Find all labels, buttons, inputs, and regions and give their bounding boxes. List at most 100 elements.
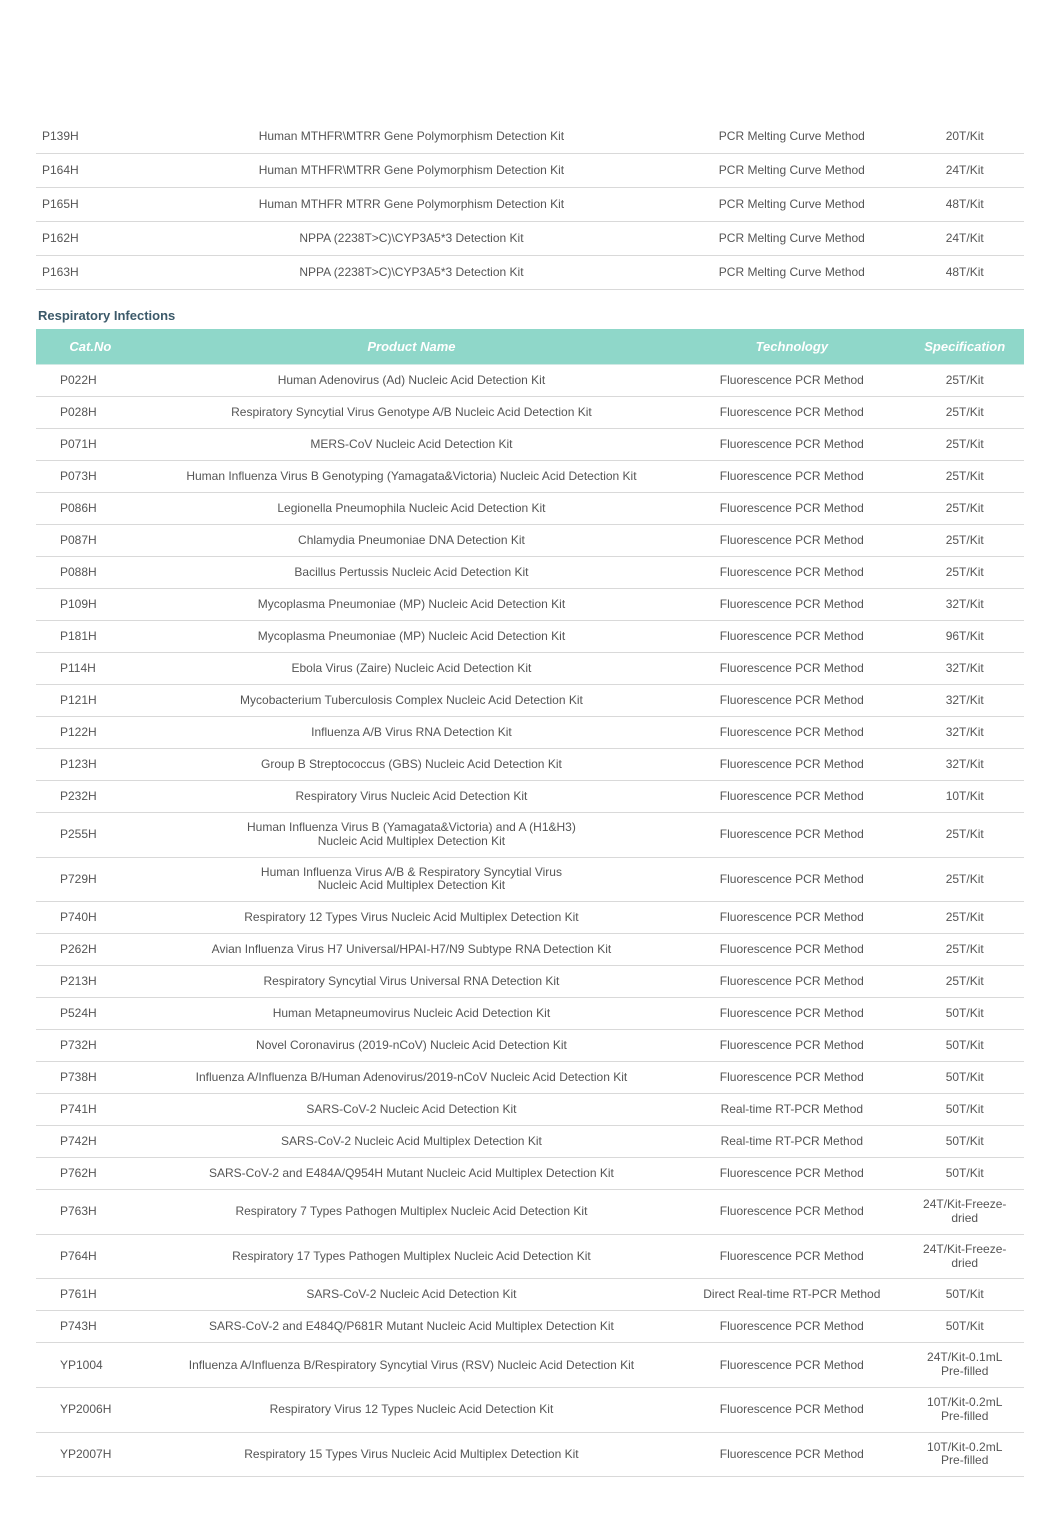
table-cell: Group B Streptococcus (GBS) Nucleic Acid… [145,749,679,781]
table-cell: P740H [36,902,145,934]
table-row: P164HHuman MTHFR\MTRR Gene Polymorphism … [36,154,1024,188]
table-cell: P028H [36,397,145,429]
table-cell: Fluorescence PCR Method [678,1234,905,1279]
table-cell: Human MTHFR MTRR Gene Polymorphism Detec… [145,188,679,222]
table-row: P764HRespiratory 17 Types Pathogen Multi… [36,1234,1024,1279]
table-cell: Fluorescence PCR Method [678,717,905,749]
table-cell: Fluorescence PCR Method [678,998,905,1030]
table-cell: 24T/Kit-Freeze-dried [905,1190,1024,1235]
table-cell: Respiratory 7 Types Pathogen Multiplex N… [145,1190,679,1235]
table-cell: 25T/Kit [905,461,1024,493]
table-cell: SARS-CoV-2 and E484Q/P681R Mutant Nuclei… [145,1311,679,1343]
table-cell: Fluorescence PCR Method [678,1343,905,1388]
table-cell: 25T/Kit [905,857,1024,902]
table-row: P022HHuman Adenovirus (Ad) Nucleic Acid … [36,365,1024,397]
table-cell: Respiratory 15 Types Virus Nucleic Acid … [145,1432,679,1477]
table-cell: Fluorescence PCR Method [678,749,905,781]
top-table-body: P139HHuman MTHFR\MTRR Gene Polymorphism … [36,120,1024,290]
table-cell: YP2007H [36,1432,145,1477]
table-cell: 50T/Kit [905,1030,1024,1062]
table-cell: PCR Melting Curve Method [678,154,905,188]
table-cell: P122H [36,717,145,749]
table-row: P743HSARS-CoV-2 and E484Q/P681R Mutant N… [36,1311,1024,1343]
table-cell: 25T/Kit [905,557,1024,589]
table-cell: Mycobacterium Tuberculosis Complex Nucle… [145,685,679,717]
table-cell: Fluorescence PCR Method [678,1190,905,1235]
respiratory-table-body: P022HHuman Adenovirus (Ad) Nucleic Acid … [36,365,1024,1477]
section-title-respiratory: Respiratory Infections [38,308,1024,323]
table-cell: 96T/Kit [905,621,1024,653]
col-header-technology: Technology [678,329,905,365]
table-cell: Fluorescence PCR Method [678,813,905,858]
table-cell: 25T/Kit [905,934,1024,966]
table-cell: P763H [36,1190,145,1235]
table-cell: Human MTHFR\MTRR Gene Polymorphism Detec… [145,120,679,154]
table-cell: Respiratory Syncytial Virus Genotype A/B… [145,397,679,429]
table-cell: P762H [36,1158,145,1190]
table-cell: 32T/Kit [905,717,1024,749]
table-row: P761HSARS-CoV-2 Nucleic Acid Detection K… [36,1279,1024,1311]
table-cell: 25T/Kit [905,902,1024,934]
col-header-specification: Specification [905,329,1024,365]
table-cell: P255H [36,813,145,858]
table-cell: 50T/Kit [905,1094,1024,1126]
table-row: P122HInfluenza A/B Virus RNA Detection K… [36,717,1024,749]
page-container: P139HHuman MTHFR\MTRR Gene Polymorphism … [36,120,1024,1477]
table-cell: PCR Melting Curve Method [678,188,905,222]
table-cell: P121H [36,685,145,717]
table-cell: SARS-CoV-2 Nucleic Acid Detection Kit [145,1094,679,1126]
table-row: P742HSARS-CoV-2 Nucleic Acid Multiplex D… [36,1126,1024,1158]
table-cell: Human MTHFR\MTRR Gene Polymorphism Detec… [145,154,679,188]
table-cell: Chlamydia Pneumoniae DNA Detection Kit [145,525,679,557]
table-cell: Respiratory Virus 12 Types Nucleic Acid … [145,1387,679,1432]
table-row: P729HHuman Influenza Virus A/B & Respira… [36,857,1024,902]
table-row: P088HBacillus Pertussis Nucleic Acid Det… [36,557,1024,589]
respiratory-table-head: Cat.No Product Name Technology Specifica… [36,329,1024,365]
table-row: P123HGroup B Streptococcus (GBS) Nucleic… [36,749,1024,781]
table-cell: 50T/Kit [905,1279,1024,1311]
table-cell: Fluorescence PCR Method [678,589,905,621]
table-cell: 25T/Kit [905,813,1024,858]
table-cell: P262H [36,934,145,966]
table-cell: 50T/Kit [905,1311,1024,1343]
table-row: P232HRespiratory Virus Nucleic Acid Dete… [36,781,1024,813]
table-cell: 24T/Kit-Freeze-dried [905,1234,1024,1279]
table-cell: Fluorescence PCR Method [678,525,905,557]
table-cell: SARS-CoV-2 Nucleic Acid Multiplex Detect… [145,1126,679,1158]
table-cell: Mycoplasma Pneumoniae (MP) Nucleic Acid … [145,621,679,653]
table-cell: P088H [36,557,145,589]
table-cell: Fluorescence PCR Method [678,902,905,934]
table-cell: 32T/Kit [905,749,1024,781]
table-row: P738HInfluenza A/Influenza B/Human Adeno… [36,1062,1024,1094]
table-cell: Human Metapneumovirus Nucleic Acid Detec… [145,998,679,1030]
table-cell: 10T/Kit [905,781,1024,813]
table-cell: P181H [36,621,145,653]
table-cell: 10T/Kit-0.2mLPre-filled [905,1387,1024,1432]
table-cell: 25T/Kit [905,429,1024,461]
table-cell: YP1004 [36,1343,145,1388]
table-cell: Respiratory 12 Types Virus Nucleic Acid … [145,902,679,934]
table-row: P262HAvian Influenza Virus H7 Universal/… [36,934,1024,966]
table-cell: P524H [36,998,145,1030]
table-cell: P742H [36,1126,145,1158]
table-cell: 50T/Kit [905,1062,1024,1094]
table-cell: Fluorescence PCR Method [678,557,905,589]
table-cell: P732H [36,1030,145,1062]
table-cell: Real-time RT-PCR Method [678,1094,905,1126]
table-row: P213HRespiratory Syncytial Virus Univers… [36,966,1024,998]
table-cell: Fluorescence PCR Method [678,1432,905,1477]
table-row: P073HHuman Influenza Virus B Genotyping … [36,461,1024,493]
table-row: P741HSARS-CoV-2 Nucleic Acid Detection K… [36,1094,1024,1126]
table-row: P762HSARS-CoV-2 and E484A/Q954H Mutant N… [36,1158,1024,1190]
table-cell: 32T/Kit [905,653,1024,685]
table-cell: Fluorescence PCR Method [678,397,905,429]
table-cell: Human Influenza Virus A/B & Respiratory … [145,857,679,902]
table-cell: Fluorescence PCR Method [678,493,905,525]
table-cell: P139H [36,120,145,154]
table-cell: P764H [36,1234,145,1279]
table-cell: Legionella Pneumophila Nucleic Acid Dete… [145,493,679,525]
table-cell: Fluorescence PCR Method [678,1062,905,1094]
table-cell: P164H [36,154,145,188]
table-cell: Novel Coronavirus (2019-nCoV) Nucleic Ac… [145,1030,679,1062]
table-cell: 25T/Kit [905,365,1024,397]
